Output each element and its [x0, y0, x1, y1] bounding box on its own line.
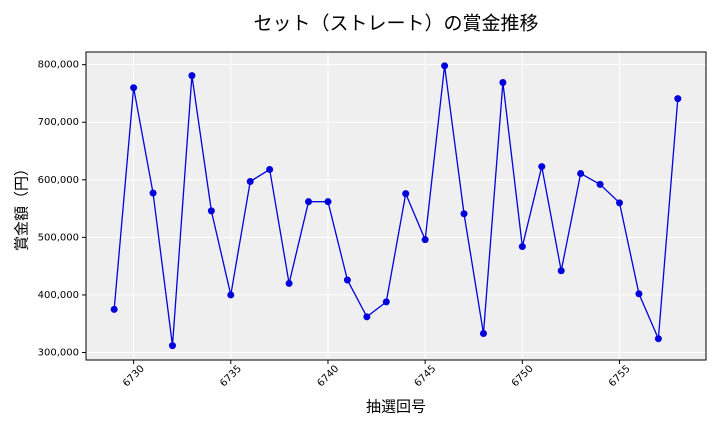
- data-point: [266, 165, 274, 173]
- y-tick-label: 600,000: [38, 175, 79, 186]
- data-point: [421, 236, 429, 244]
- y-tick-label: 700,000: [38, 117, 79, 128]
- y-tick-label: 500,000: [38, 232, 79, 243]
- data-point: [382, 298, 390, 306]
- y-tick-label: 400,000: [38, 290, 79, 301]
- x-axis-label: 抽選回号: [366, 398, 426, 416]
- x-tick-label: 6740: [315, 363, 341, 389]
- x-tick-label: 6735: [218, 363, 244, 389]
- data-line: [113, 65, 679, 346]
- data-point: [110, 305, 118, 313]
- chart-title: セット（ストレート）の賞金推移: [253, 13, 538, 35]
- plot-frame: [85, 51, 707, 361]
- data-point: [168, 342, 176, 350]
- data-point: [577, 169, 585, 177]
- y-axis-label: 賞金額（円）: [13, 161, 31, 251]
- data-point: [518, 243, 526, 251]
- data-point: [363, 313, 371, 321]
- x-tick-label: 6745: [413, 363, 439, 389]
- data-point: [227, 291, 235, 299]
- data-point: [654, 335, 662, 343]
- data-point: [441, 62, 449, 70]
- data-point: [460, 210, 468, 218]
- data-point: [499, 79, 507, 87]
- data-point: [402, 190, 410, 198]
- x-tick-label: 6750: [510, 363, 536, 389]
- data-point: [538, 163, 546, 171]
- data-point: [596, 180, 604, 188]
- x-tick-label: 6730: [121, 363, 147, 389]
- data-point: [130, 84, 138, 92]
- data-point: [207, 207, 215, 215]
- plot-area: [86, 52, 706, 360]
- data-point: [324, 198, 332, 206]
- y-tick-label: 300,000: [38, 348, 79, 359]
- data-point: [149, 189, 157, 197]
- data-point: [285, 279, 293, 287]
- x-tick-label: 6755: [607, 363, 633, 389]
- data-point: [557, 267, 565, 275]
- data-point: [616, 199, 624, 207]
- data-point: [635, 290, 643, 298]
- data-point: [343, 276, 351, 284]
- y-tick-label: 800,000: [38, 60, 79, 71]
- data-point: [305, 198, 313, 206]
- data-point: [188, 72, 196, 80]
- data-point: [246, 178, 254, 186]
- data-point: [674, 95, 682, 103]
- data-point: [479, 330, 487, 338]
